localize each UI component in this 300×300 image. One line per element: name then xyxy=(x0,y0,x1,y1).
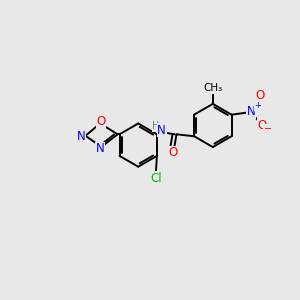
Text: +: + xyxy=(255,101,262,110)
Text: N: N xyxy=(247,105,256,118)
Text: O: O xyxy=(97,115,106,128)
Text: CH₃: CH₃ xyxy=(203,83,222,93)
Text: N: N xyxy=(96,142,105,155)
Text: N: N xyxy=(76,130,85,143)
Text: −: − xyxy=(264,124,272,134)
Text: Cl: Cl xyxy=(150,172,162,185)
Text: O: O xyxy=(255,88,265,101)
Text: O: O xyxy=(257,119,267,132)
Text: O: O xyxy=(168,146,177,159)
Text: N: N xyxy=(158,124,166,137)
Text: H: H xyxy=(152,122,160,131)
